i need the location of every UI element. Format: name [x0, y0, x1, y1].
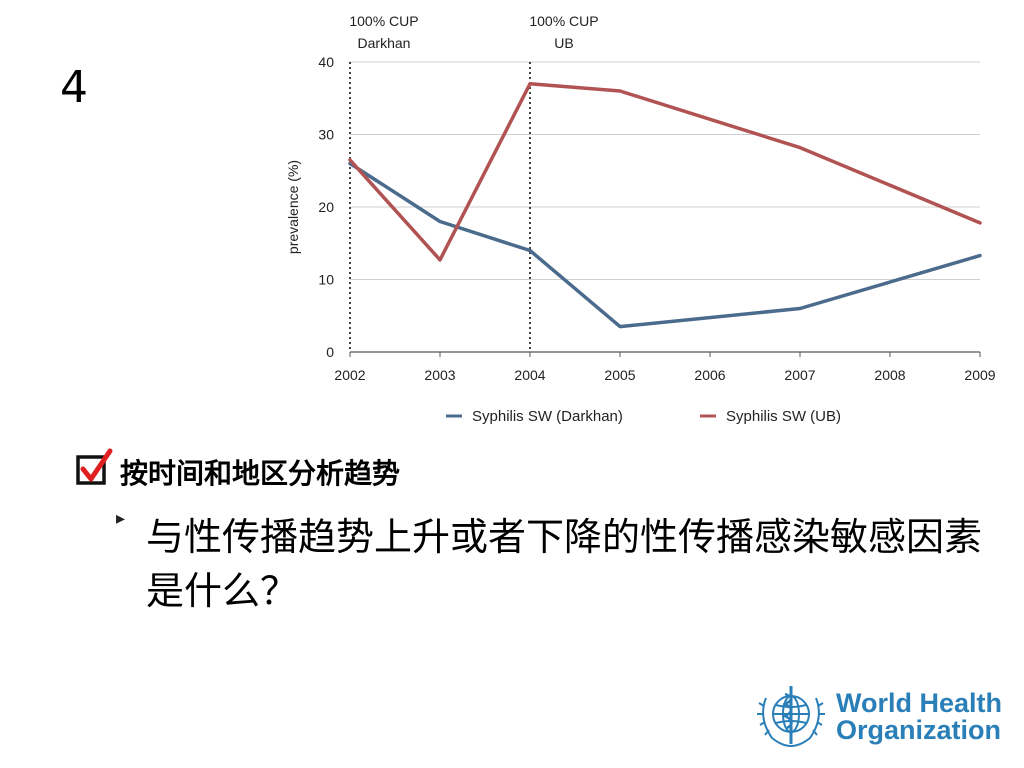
- x-tick-label-2007: 2007: [784, 367, 815, 383]
- annotation-label-0-line-2: Darkhan: [358, 35, 411, 51]
- chart-axes: 0 10 20 30 40 2002 2003 2004 2005 2006 2007 2008 200…: [285, 54, 996, 383]
- legend-label-1: Syphilis SW (UB): [726, 408, 841, 425]
- annotation-label-0-line-1: 100% CUP: [349, 13, 418, 29]
- y-tick-label-10: 10: [318, 272, 334, 288]
- checkbox-checked-icon: [74, 447, 118, 491]
- chart-grid: [350, 61, 980, 280]
- x-tick-label-2006: 2006: [694, 367, 725, 383]
- chart-series: [348, 82, 982, 329]
- y-tick-label-20: 20: [318, 199, 334, 215]
- x-tick-label-2005: 2005: [604, 367, 635, 383]
- series-line-1: [348, 82, 982, 262]
- logo-line-2: Organization: [836, 715, 1002, 745]
- bullet-marker-icon: ▸: [116, 508, 126, 529]
- heading-text: 按时间和地区分析趋势: [120, 457, 401, 490]
- slide-heading: 按时间和地区分析趋势: [74, 446, 400, 492]
- slide-number: 4: [60, 62, 88, 113]
- bullet-text: 与性传播趋势上升或者下降的性传播感染敏感因素是什么？: [146, 515, 983, 613]
- y-tick-label-0: 0: [326, 344, 334, 360]
- x-tick-label-2003: 2003: [424, 367, 455, 383]
- who-logo: World Health Organization: [752, 680, 1002, 754]
- x-tick-label-2008: 2008: [874, 367, 905, 383]
- x-tick-label-2002: 2002: [334, 367, 365, 383]
- series-line-0: [348, 161, 982, 329]
- annotation-label-1-line-2: UB: [554, 35, 573, 51]
- legend-label-0: Syphilis SW (Darkhan): [472, 408, 623, 425]
- chart-annotations: 100% CUP Darkhan 100% CUP UB: [349, 13, 599, 352]
- y-tick-label-40: 40: [318, 54, 334, 70]
- y-axis-title: prevalence (%): [285, 160, 301, 254]
- logo-line-1: World Health: [836, 688, 1003, 718]
- y-tick-label-30: 30: [318, 127, 334, 143]
- x-tick-label-2009: 2009: [964, 367, 995, 383]
- who-emblem-icon: [752, 680, 830, 754]
- prevalence-chart: 100% CUP Darkhan 100% CUP UB 0 10 20 30 40 2002 2…: [285, 13, 996, 425]
- annotation-label-1-line-1: 100% CUP: [529, 13, 598, 29]
- chart-legend: Syphilis SW (Darkhan) Syphilis SW (UB): [446, 408, 841, 425]
- x-tick-label-2004: 2004: [514, 367, 545, 383]
- who-logo-text: World Health Organization: [836, 690, 1002, 744]
